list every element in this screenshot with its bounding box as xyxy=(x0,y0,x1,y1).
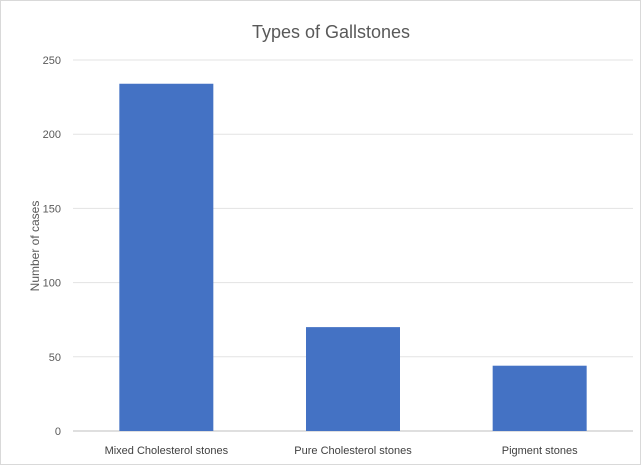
bar xyxy=(492,365,587,431)
y-tick-label: 200 xyxy=(43,129,61,141)
x-category-label: Mixed Cholesterol stones xyxy=(105,445,229,457)
x-category-labels: Mixed Cholesterol stones Pure Cholesterol… xyxy=(105,445,578,457)
x-category-label: Pigment stones xyxy=(502,445,578,457)
y-tick-label: 0 xyxy=(55,426,61,438)
chart-title: Types of Gallstones xyxy=(252,22,410,42)
y-tick-labels: 0 50 100 150 200 250 xyxy=(43,55,61,438)
bars xyxy=(119,83,587,431)
y-tick-label: 50 xyxy=(49,352,61,364)
x-category-label: Pure Cholesterol stones xyxy=(294,445,412,457)
bar xyxy=(306,327,400,431)
bar xyxy=(119,83,214,431)
y-axis-label: Number of cases xyxy=(28,201,42,292)
y-tick-label: 250 xyxy=(43,55,61,67)
y-tick-label: 100 xyxy=(43,278,61,290)
y-tick-label: 150 xyxy=(43,203,61,215)
